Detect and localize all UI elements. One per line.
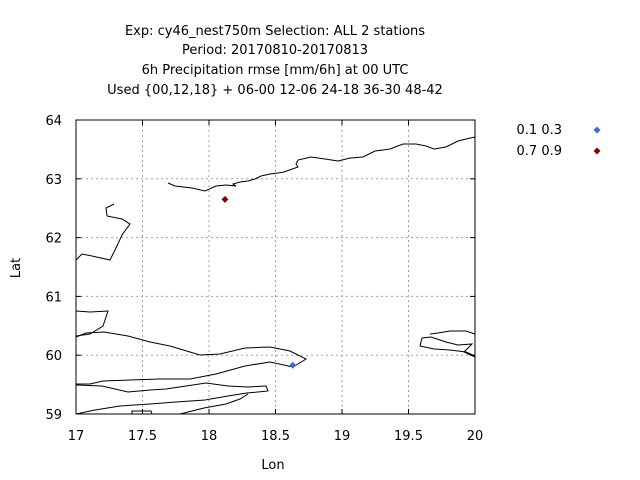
data-point [289,361,297,369]
y-tick-label: 63 [45,173,62,188]
data-points [221,195,297,369]
coastline [75,136,476,415]
x-tick-label: 18.5 [261,429,290,444]
legend: 0.1 0.3 0.7 0.9 [517,123,601,159]
coastline-south [75,382,269,415]
x-tick-label: 18 [201,429,218,444]
chart-title: Exp: cy46_nest750m Selection: ALL 2 stat… [107,24,443,98]
coastline-north [167,136,476,192]
y-axis-label: Lat [9,258,24,278]
x-tick-label: 19 [334,429,351,444]
coastline-east-upper [429,330,476,335]
coastline-east-island [419,336,476,358]
y-tick-label: 61 [45,290,62,305]
coastline-bay-main [75,331,308,385]
title-line-4: Used {00,12,18} + 06-00 12-06 24-18 36-3… [107,83,443,98]
y-tick-label: 60 [45,349,62,364]
axis-ticks [75,119,476,415]
y-tick-labels: 59 60 61 62 63 64 [45,114,62,423]
coastline-bay-upper [75,310,109,337]
coastline-south-edge [179,393,249,415]
y-tick-label: 59 [45,408,62,423]
legend-label: 0.7 0.9 [517,144,562,159]
legend-marker [593,147,601,155]
title-line-1: Exp: cy46_nest750m Selection: ALL 2 stat… [125,24,425,39]
grid-lines [76,120,475,414]
coastline-west [75,203,131,261]
x-tick-label: 17 [68,429,85,444]
legend-markers [593,126,601,155]
x-tick-label: 19.5 [394,429,423,444]
x-tick-labels: 17 17.5 18 18.5 19 19.5 20 [68,429,484,444]
x-tick-label: 20 [467,429,484,444]
islet [131,410,153,415]
title-line-3: 6h Precipitation rmse [mm/6h] at 00 UTC [142,63,409,78]
x-axis-label: Lon [261,458,284,473]
y-tick-label: 62 [45,232,62,247]
y-tick-label: 64 [45,114,62,129]
title-line-2: Period: 20170810-20170813 [182,43,368,58]
legend-label: 0.1 0.3 [517,123,562,138]
x-tick-label: 17.5 [128,429,157,444]
legend-marker [593,126,601,134]
data-point [221,195,229,203]
